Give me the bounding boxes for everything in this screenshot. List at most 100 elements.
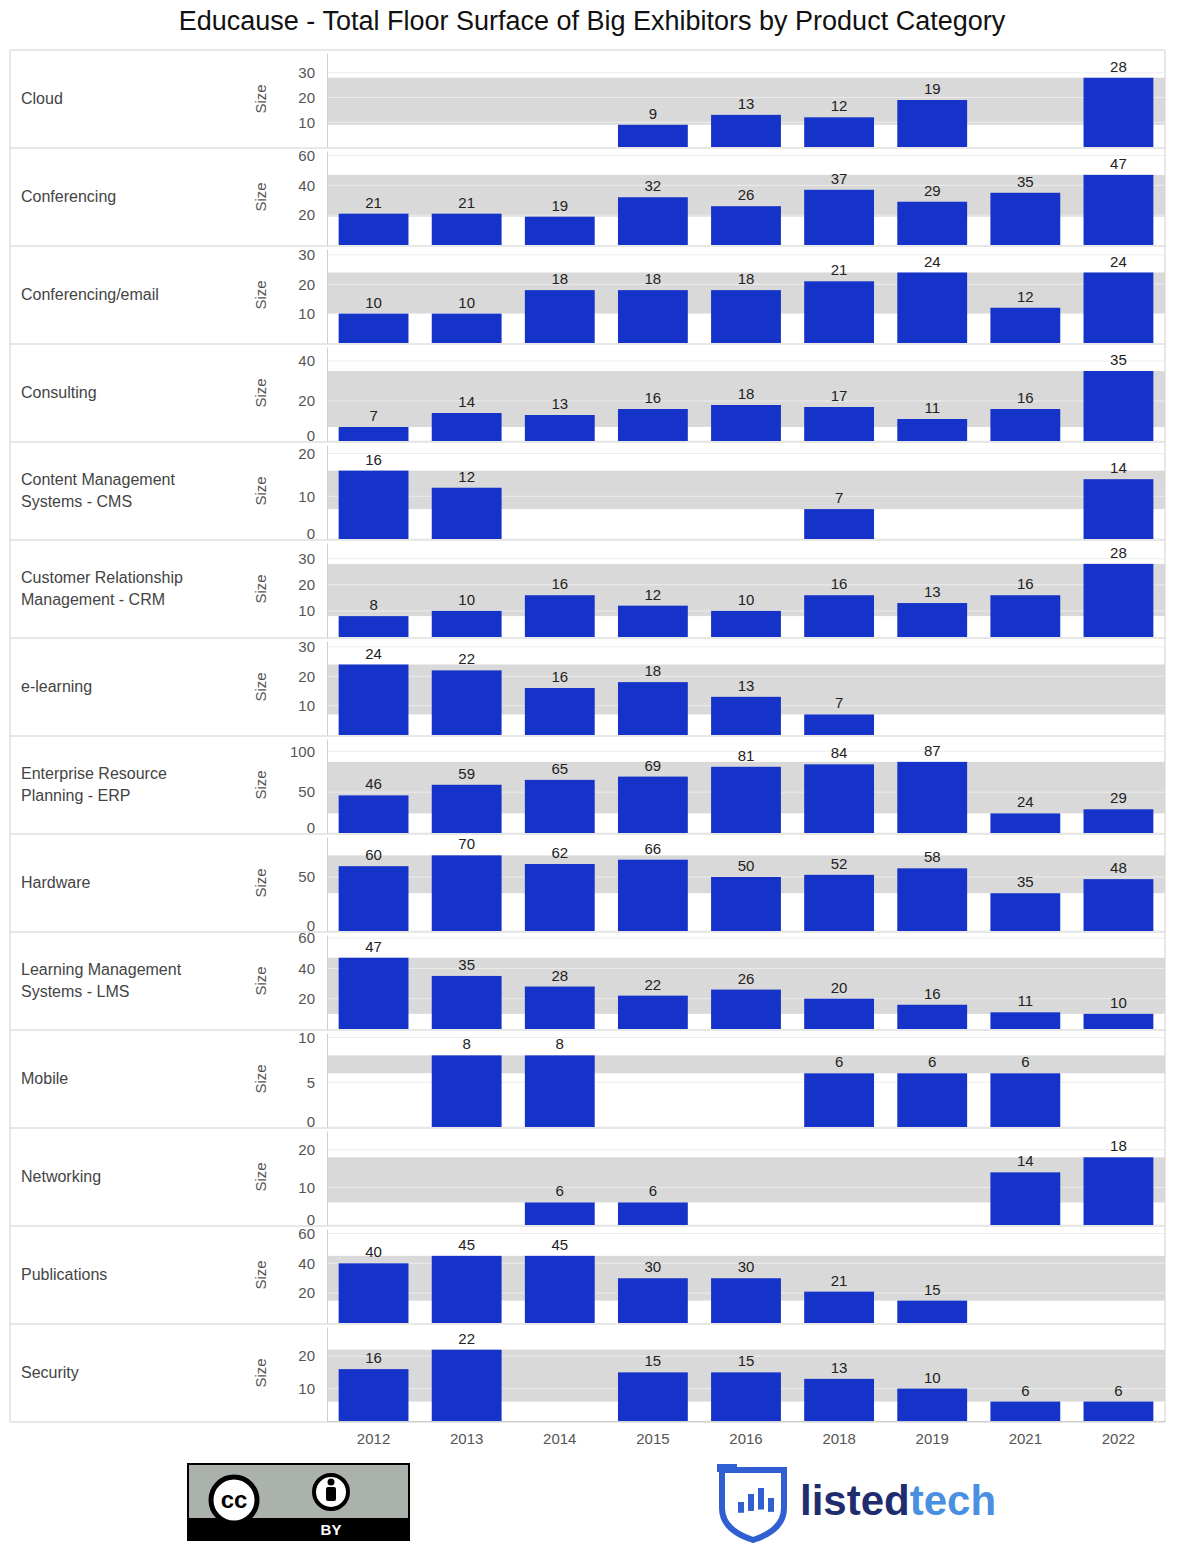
x-tick-label: 2013 [450,1430,483,1447]
bar [618,1278,688,1323]
y-tick: 20 [298,576,327,593]
bar [339,314,409,343]
bar [804,875,874,931]
data-label: 8 [556,1035,564,1052]
x-tick-label: 2019 [916,1430,949,1447]
panel: 212119322637293547204060ConferencingSize [10,147,1165,246]
plot-area [327,855,1165,931]
bar [897,603,967,637]
y-tick: 30 [298,246,327,263]
y-tick: 20 [298,1347,327,1364]
bar [990,893,1060,931]
data-label: 69 [645,757,662,774]
data-label: 7 [835,489,843,506]
bar [525,1256,595,1323]
x-tick: 2022 [1102,1421,1135,1447]
plot-area [327,559,1165,637]
x-tick: 2018 [822,1421,855,1447]
plot-area [327,361,1165,441]
data-label: 18 [551,270,568,287]
y-tick-label: 30 [298,550,315,567]
data-label: 10 [1110,994,1127,1011]
y-tick: 10 [298,1380,327,1397]
y-tick-label: 100 [290,743,315,760]
panel-separator [10,1030,1165,1031]
bar [432,976,502,1029]
bar [1084,809,1154,833]
y-tick-label: 30 [298,638,315,655]
license-badge: ccBY [188,1464,409,1540]
y-tick-label: 60 [298,929,315,946]
bar [990,1402,1060,1421]
plot-area [327,1350,1165,1421]
grid-line [327,254,1165,255]
y-tick-label: 10 [298,488,315,505]
panel: 101018181821241224102030Conferencing/ema… [10,246,1165,344]
grid-line [327,646,1165,647]
data-label: 35 [458,956,475,973]
panel-label-line: Conferencing/email [21,286,159,303]
data-label: 7 [835,694,843,711]
panel-label: Consulting [21,384,97,401]
panel: 1622151513106610202012201320142015201620… [10,1328,1166,1447]
grid-line [327,453,1165,454]
bar [711,1372,781,1421]
data-label: 13 [831,1359,848,1376]
y-tick-label: 60 [298,147,315,164]
panel-separator [10,834,1165,835]
y-axis-line [327,838,328,932]
bar [339,471,409,539]
data-label: 9 [649,105,657,122]
bar [432,670,502,735]
data-label: 16 [551,668,568,685]
bar [1084,78,1154,147]
bar [804,509,874,539]
bar [804,764,874,833]
data-label: 16 [1017,389,1034,406]
y-axis: 0510 [298,1029,327,1130]
badge-frame [188,1464,409,1540]
y-axis-line [327,152,328,246]
y-axis-title: Size [252,574,269,603]
panel: 473528222620161110204060Learning Managem… [10,929,1165,1030]
y-axis: 204060 [298,1225,327,1324]
data-label: 84 [831,744,848,761]
data-label: 6 [928,1053,936,1070]
panel: 7141316181711163502040ConsultingSize [10,348,1165,444]
y-tick: 0 [307,819,327,836]
data-label: 45 [458,1236,475,1253]
panel: 913121928102030CloudSize [10,54,1165,149]
data-label: 26 [738,186,755,203]
bar [897,868,967,931]
y-axis-line [327,54,328,148]
data-label: 47 [365,938,382,955]
bar [618,996,688,1029]
y-axis: 02040 [298,348,327,444]
cc-text: cc [221,1486,248,1513]
panel: 161271401020Content ManagementSystems - … [10,445,1165,542]
bar [711,877,781,931]
chart-svg: Educause - Total Floor Surface of Big Ex… [0,0,1184,1552]
y-tick: 10 [298,602,327,619]
x-tick: 2021 [1009,1421,1042,1447]
panel-label: Mobile [21,1070,68,1087]
panel-label: Conferencing [21,188,116,205]
panel-separator [10,442,1165,443]
y-axis: 01020 [298,1132,327,1228]
y-tick: 30 [298,64,327,81]
bar [618,860,688,931]
y-tick: 0 [307,525,327,542]
data-label: 48 [1110,859,1127,876]
data-label: 16 [645,389,662,406]
panel-separator [10,1226,1165,1227]
data-label: 6 [556,1182,564,1199]
data-label: 37 [831,170,848,187]
data-label: 8 [462,1035,470,1052]
y-tick: 20 [298,392,327,409]
panel-label: Learning ManagementSystems - LMS [21,961,182,1000]
data-label: 14 [1017,1152,1034,1169]
panel-label-line: Planning - ERP [21,787,130,804]
bar [525,290,595,343]
panel-label-line: Hardware [21,874,90,891]
logo-tab [717,1464,737,1472]
